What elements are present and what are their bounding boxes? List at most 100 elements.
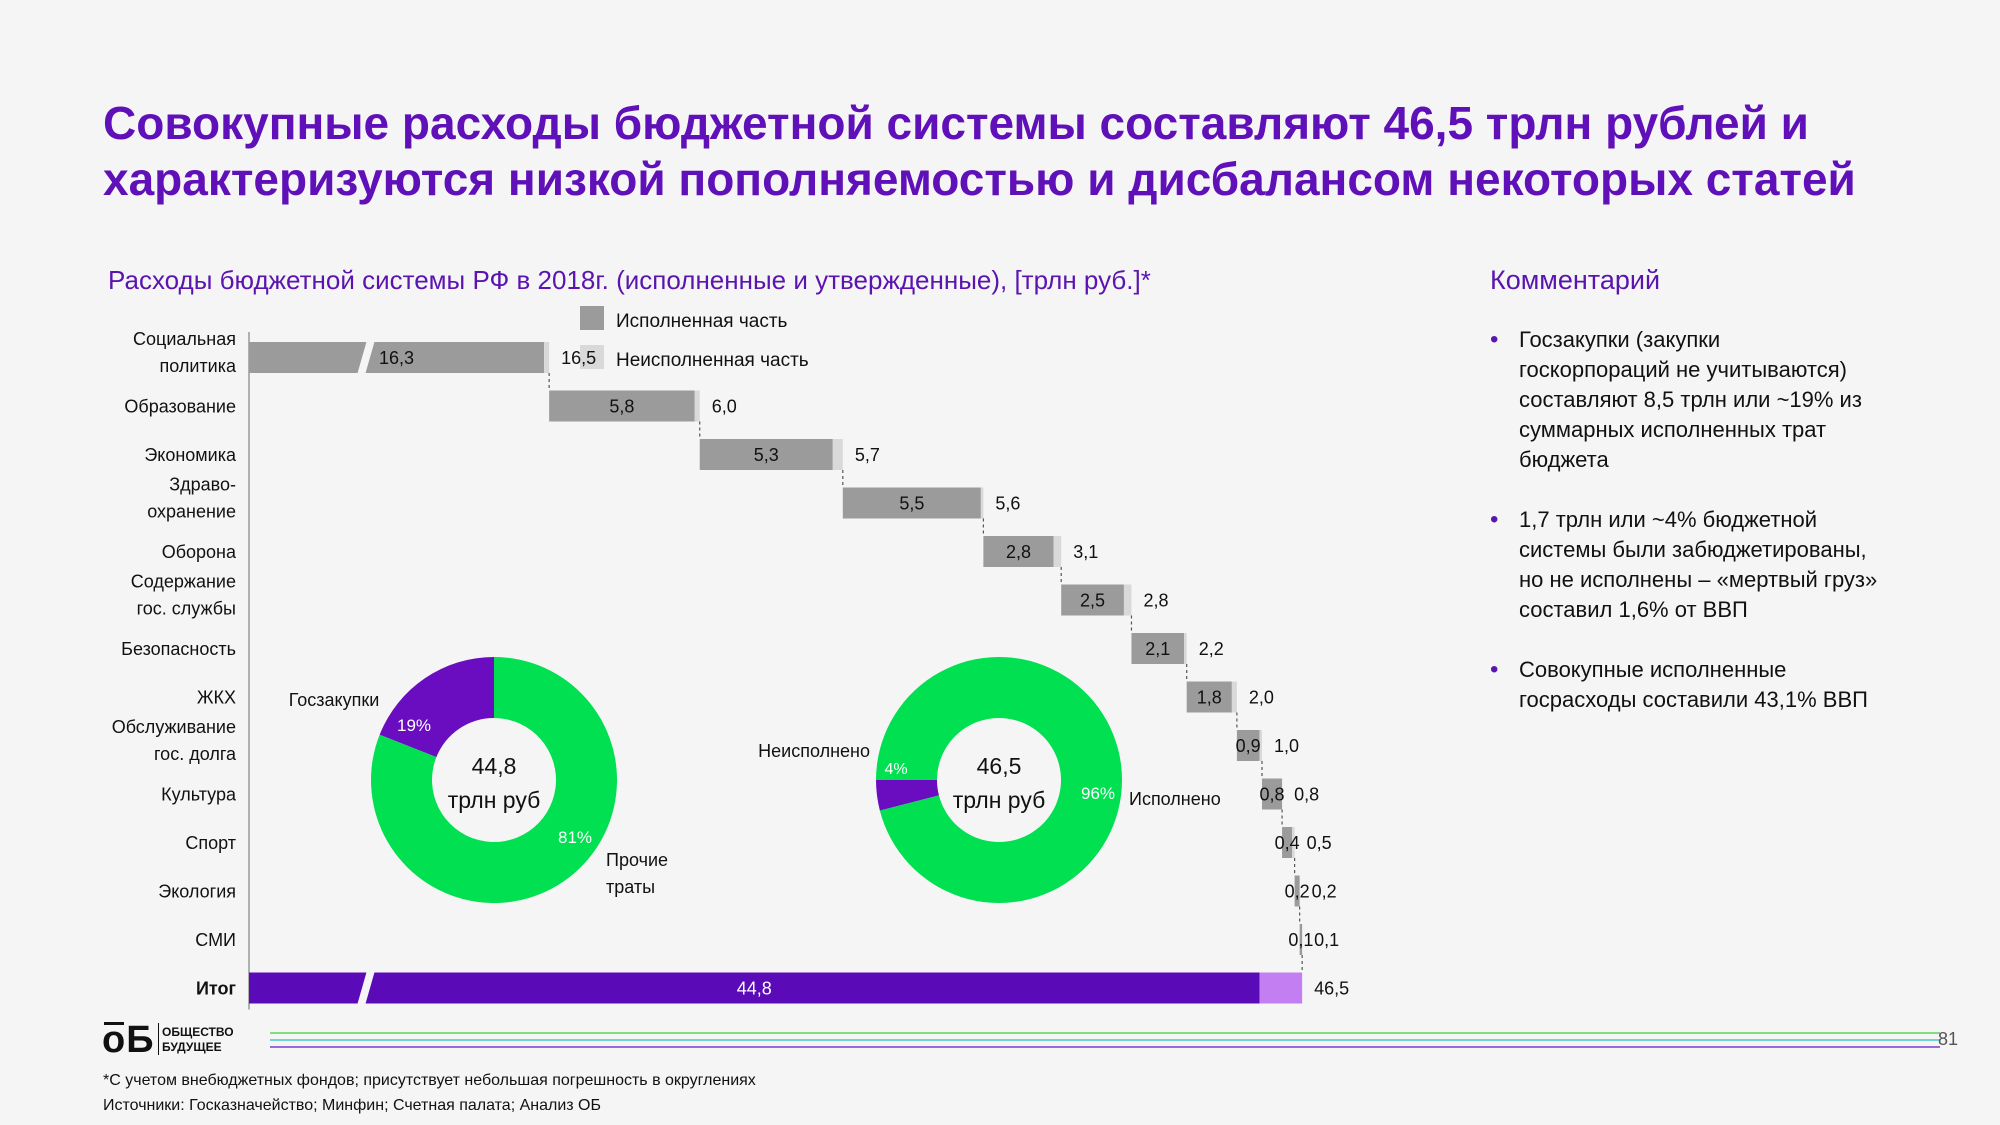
donut-center-value: 44,8 [472, 753, 517, 779]
executed-bar [1282, 827, 1293, 858]
unexecuted-bar [1231, 681, 1237, 713]
category-label: Социальная политика [133, 329, 237, 376]
title-line-1: Совокупные расходы бюджетной системы сос… [103, 97, 1809, 149]
comment-heading: Комментарий [1490, 265, 1661, 295]
page-title: Совокупные расходы бюджетной системы сос… [103, 95, 1903, 207]
page-number: 81 [1938, 1029, 1959, 1049]
category-label-line: Экология [158, 882, 236, 902]
executed-bar [1236, 730, 1260, 761]
comment-list: Госзакупки (закупки госкорпораций не учи… [1490, 325, 1920, 745]
legend-label-executed: Исполненная часть [616, 311, 788, 332]
footnote: *С учетом внебюджетных фондов; присутств… [103, 1068, 756, 1118]
category-label-line: Спорт [185, 833, 236, 853]
total-unexecuted-bar [1259, 972, 1303, 1004]
logo-separator [158, 1023, 159, 1055]
executed-bar [1061, 584, 1124, 616]
total-value-label: 2,2 [1199, 639, 1224, 659]
donut-slice [370, 657, 617, 903]
title-line-2: характеризуются низкой пополняемостью и … [103, 153, 1856, 205]
slice-pct-label: 81% [558, 828, 592, 847]
executed-value-label: 2,8 [1006, 542, 1031, 562]
legend-swatch-unexecuted [580, 345, 604, 369]
total-value-label: 5,7 [855, 445, 880, 465]
category-label-line: Итог [196, 979, 237, 999]
slice-label: Исполнено [1129, 789, 1221, 809]
donut-center-unit: трлн руб [448, 787, 541, 813]
category-label-line: Здраво- [169, 475, 236, 495]
donut-slice [876, 780, 939, 811]
category-label-line: Социальная [133, 329, 236, 349]
total-value-label: 0,2 [1312, 882, 1337, 902]
category-label: Оборона [162, 542, 237, 562]
category-label-line: Содержание [131, 572, 236, 592]
footnote-line-1: *С учетом внебюджетных фондов; присутств… [103, 1072, 756, 1089]
category-label: Содержание гос. службы [131, 572, 236, 619]
category-label: Здраво-охранение [147, 475, 236, 522]
category-label-line: Безопасность [121, 639, 236, 659]
slice-pct-label: 19% [397, 716, 431, 735]
executed-value-label: 5,5 [899, 494, 924, 514]
total-value-label: 6,0 [712, 397, 737, 417]
footer-line-teal [270, 1039, 1940, 1041]
executed-bar [983, 536, 1054, 567]
executed-value-label: 5,3 [754, 445, 779, 465]
category-label-line: политика [160, 356, 237, 376]
unexecuted-bar [1259, 730, 1262, 761]
unexecuted-bar [694, 390, 700, 422]
footer-line-green [270, 1032, 1940, 1034]
category-label: Образование [124, 397, 236, 417]
unexecuted-bar [1184, 633, 1187, 664]
category-label-line: Культура [161, 785, 237, 805]
executed-value-label: 0,1 [1288, 930, 1313, 950]
comment-item: Госзакупки (закупки госкорпораций не учи… [1490, 325, 1920, 475]
total-value-label: 3,1 [1073, 542, 1098, 562]
total-value-label: 2,8 [1143, 591, 1168, 611]
executed-value-label: 5,8 [609, 397, 634, 417]
category-label: Экология [158, 882, 236, 902]
axis-break [357, 340, 375, 375]
donut-center-unit: трлн руб [953, 787, 1046, 813]
logo-line-2: БУДУЩЕЕ [162, 1040, 222, 1054]
total-value-label: 0,8 [1294, 785, 1319, 805]
executed-value-label: 2,5 [1080, 591, 1105, 611]
donut-slice [876, 657, 1122, 904]
executed-bar [842, 487, 981, 519]
legend-swatch-executed [580, 306, 604, 330]
unexecuted-bar [1292, 827, 1295, 858]
category-label-line: гос. службы [137, 599, 236, 619]
total-value-label: 5,6 [995, 494, 1020, 514]
executed-value-label: 0,9 [1236, 736, 1261, 756]
unexecuted-bar [832, 439, 843, 470]
total-executed-bar [249, 972, 1260, 1004]
category-label-line: СМИ [195, 930, 236, 950]
total-value-label: 1,0 [1274, 736, 1299, 756]
slice-label: Прочие [606, 850, 668, 870]
unexecuted-bar [1053, 536, 1062, 567]
comment-item: 1,7 трлн или ~4% бюджетной системы были … [1490, 505, 1920, 625]
category-label: Спорт [185, 833, 236, 853]
category-label-line: Экономика [144, 445, 237, 465]
footer-line-purple [270, 1046, 1940, 1048]
slice-label: Неисполнено [758, 741, 870, 761]
executed-value-label: 2,1 [1145, 639, 1170, 659]
comment-item: Совокупные исполненные госрасходы состав… [1490, 655, 1920, 715]
executed-value-label: 16,3 [379, 348, 414, 368]
logo-bar [104, 1022, 124, 1025]
executed-bar [1294, 875, 1300, 907]
total-value-label: 0,1 [1314, 930, 1339, 950]
category-label: СМИ [195, 930, 236, 950]
executed-bar [1299, 924, 1303, 955]
executed-value-label: 44,8 [737, 979, 772, 999]
unexecuted-bar [980, 487, 984, 519]
category-label-line: Оборона [162, 542, 237, 562]
category-label-line: ЖКХ [197, 688, 236, 708]
category-label: Итог [196, 979, 237, 999]
executed-bar [1131, 633, 1185, 664]
logo: оБ ОБЩЕСТВО БУДУЩЕЕ [102, 1020, 262, 1060]
slice-pct-label: 96% [1081, 784, 1115, 803]
category-label: Обслуживание гос. долга [112, 717, 237, 764]
axis-break [357, 970, 375, 1006]
slice-label: Госзакупки [289, 690, 380, 710]
legend-label-unexecuted: Неисполненная часть [616, 350, 809, 371]
